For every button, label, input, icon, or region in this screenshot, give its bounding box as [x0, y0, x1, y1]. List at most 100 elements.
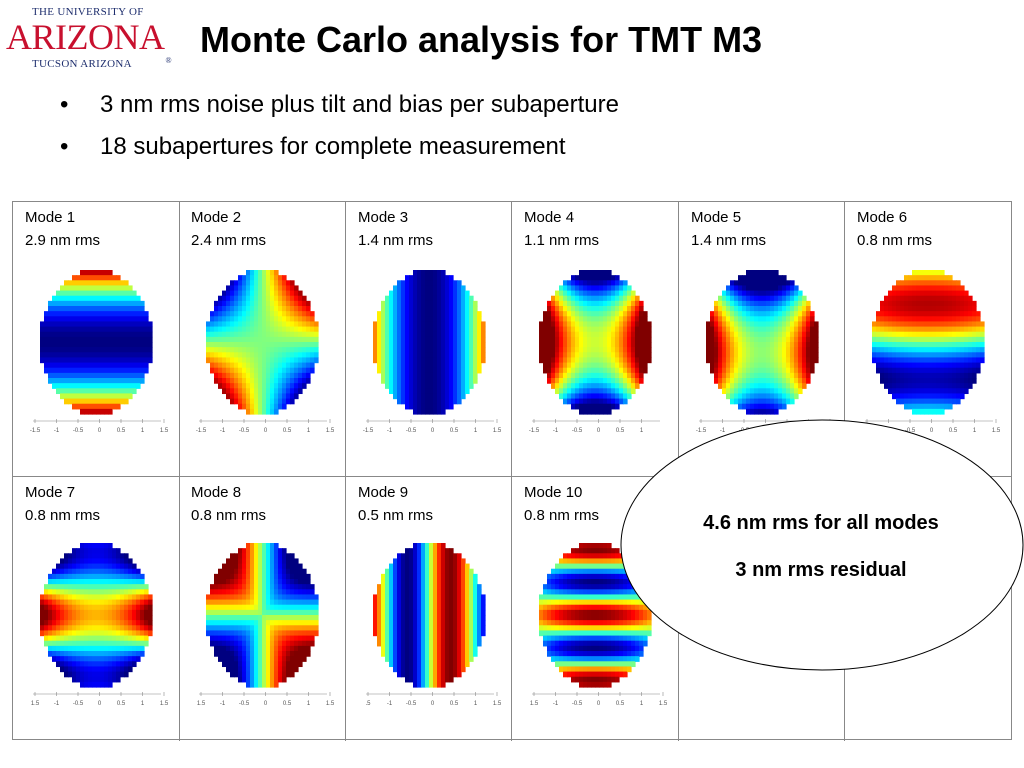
- tick-label: -1: [54, 428, 60, 434]
- mode-rms: 0.5 nm rms: [358, 507, 434, 524]
- x-axis: .5 -1 -0.5 0 0.5 1 1.5: [365, 692, 502, 707]
- tick-label: -1.5: [196, 428, 207, 434]
- mode-label: Mode 5 1.4 nm rms: [691, 206, 766, 252]
- mode-cell: Mode 8 0.8 nm rms 1.5 -1 -0.5 0 0.5 1 1.5: [179, 477, 346, 741]
- mode-surface-map: 1.5 -1 -0.5 0 0.5 1 1.5: [197, 543, 335, 707]
- tick-label: -0.5: [73, 701, 84, 707]
- tick-label: -1: [220, 428, 226, 434]
- tick-label: 0.5: [450, 428, 459, 434]
- tick-label: 1: [141, 701, 145, 707]
- mode-name: Mode 7: [25, 484, 76, 501]
- highlight-ellipse: [620, 419, 1024, 671]
- tick-label: 0.5: [283, 428, 292, 434]
- mode-rms: 0.8 nm rms: [25, 507, 101, 524]
- tick-label: -1: [387, 701, 393, 707]
- x-axis: -1.5 -1 -0.5 0 0.5 1 1.5: [363, 419, 502, 434]
- summary-line-2: 3 nm rms residual: [735, 559, 907, 581]
- bullet-list: • 3 nm rms noise plus tilt and bias per s…: [60, 88, 619, 172]
- mode-label: Mode 6 0.8 nm rms: [857, 206, 932, 252]
- tick-label: -1: [220, 701, 226, 707]
- tick-label: 0.5: [450, 701, 459, 707]
- mode-cell: Mode 2 2.4 nm rms -1.5 -1 -0.5 0 0.5 1 1.5: [179, 202, 346, 477]
- tick-label: -1.5: [30, 428, 41, 434]
- x-axis: -1.5 -1 -0.5 0 0.5 1 1.5: [196, 419, 335, 434]
- mode-label: Mode 2 2.4 nm rms: [191, 206, 266, 252]
- mode-cell: Mode 3 1.4 nm rms -1.5 -1 -0.5 0 0.5 1 1.5: [346, 202, 512, 477]
- tick-label: 0: [431, 428, 435, 434]
- tick-label: 1: [640, 428, 644, 434]
- mode-surface-map: 1.5 -1 -0.5 0 0.5 1 1.5: [31, 543, 169, 707]
- summary-line-1: 4.6 nm rms for all modes: [703, 512, 939, 534]
- tick-label: 0.5: [117, 701, 126, 707]
- tick-label: 1.5: [530, 701, 539, 707]
- tick-label: 1.5: [160, 701, 169, 707]
- x-axis: 1.5 -1 -0.5 0 0.5 1 1.5: [197, 692, 335, 707]
- tick-label: 1: [141, 428, 145, 434]
- mode-cell: Mode 1 2.9 nm rms -1.5 -1 -0.5 0 0.5 1 1.5: [13, 202, 180, 477]
- tick-label: 0: [597, 701, 601, 707]
- tick-label: 0: [431, 701, 435, 707]
- slide-title: Monte Carlo analysis for TMT M3: [200, 19, 763, 60]
- tick-label: 1: [640, 701, 644, 707]
- tick-label: 0: [98, 701, 102, 707]
- mode-label: Mode 4 1.1 nm rms: [524, 206, 599, 252]
- bullet-text: 18 subapertures for complete measurement: [100, 133, 566, 160]
- mode-label: Mode 9 0.5 nm rms: [358, 481, 433, 527]
- tick-label: -0.5: [239, 428, 250, 434]
- mode-cell: Mode 4 1.1 nm rms -1.5 -1 -0.5 0 0.5 1: [512, 202, 679, 477]
- mode-name: Mode 4: [524, 209, 575, 226]
- mode-name: Mode 9: [358, 484, 409, 501]
- tick-label: 0.5: [616, 428, 625, 434]
- mode-name: Mode 10: [524, 484, 583, 501]
- logo-line-1: THE UNIVERSITY OF: [32, 6, 144, 18]
- x-axis: 1.5 -1 -0.5 0 0.5 1 1.5: [530, 692, 668, 707]
- tick-label: 0: [264, 701, 268, 707]
- mode-rms: 1.4 nm rms: [691, 232, 767, 249]
- mode-rms: 1.1 nm rms: [524, 232, 600, 249]
- mode-cell: Mode 5 1.4 nm rms -1.5-1-0.500.511.5: [679, 202, 845, 477]
- mode-label: Mode 8 0.8 nm rms: [191, 481, 266, 527]
- tick-label: 1: [307, 428, 311, 434]
- mode-surface-map: -1.5-1-0.500.511.5: [696, 270, 835, 434]
- tick-label: -1.5: [529, 428, 540, 434]
- mode-surface-map: 1.5 -1 -0.5 0 0.5 1 1.5: [530, 543, 668, 707]
- mode-rms: 2.9 nm rms: [25, 232, 101, 249]
- tick-label: 1.5: [659, 701, 668, 707]
- mode-name: Mode 5: [691, 209, 742, 226]
- tick-label: -0.5: [73, 428, 84, 434]
- tick-label: 0.5: [616, 701, 625, 707]
- tick-label: 1.5: [160, 428, 169, 434]
- tick-label: 1: [474, 428, 478, 434]
- tick-label: 1.5: [493, 428, 502, 434]
- mode-cell: Mode 60.8 nm rms-.5-1-0.500.511.5: [845, 202, 1011, 477]
- mode-rms: 1.4 nm rms: [358, 232, 434, 249]
- tick-label: 0: [930, 428, 934, 434]
- mode-name: Mode 8: [191, 484, 242, 501]
- tick-label: -1: [54, 701, 60, 707]
- tick-label: -1: [553, 701, 559, 707]
- tick-label: .5: [365, 701, 371, 707]
- tick-label: 1.5: [992, 428, 1001, 434]
- tick-label: -0.5: [239, 701, 250, 707]
- tick-label: 0: [264, 428, 268, 434]
- mode-name: Mode 2: [191, 209, 242, 226]
- mode-surface-map: -1.5 -1 -0.5 0 0.5 1: [529, 270, 660, 434]
- tick-label: 1.5: [31, 701, 40, 707]
- bullet-dot: •: [60, 91, 69, 118]
- tick-label: 1: [973, 428, 977, 434]
- mode-label: Mode 1 2.9 nm rms: [25, 206, 100, 252]
- tick-label: 1.5: [493, 701, 502, 707]
- tick-label: -0.5: [406, 428, 417, 434]
- tick-label: 1.5: [197, 701, 206, 707]
- mode-cell: Mode 9 0.5 nm rms .5 -1 -0.5 0 0.5 1 1.5: [346, 477, 512, 741]
- mode-rms: 0.8 nm rms: [524, 507, 600, 524]
- mode-surface-map: -.5-1-0.500.511.5: [863, 270, 1001, 434]
- tick-label: 0.5: [949, 428, 958, 434]
- mode-surface-map: .5 -1 -0.5 0 0.5 1 1.5: [365, 543, 502, 707]
- mode-label: Mode 7 0.8 nm rms: [25, 481, 100, 527]
- mode-name: Mode 3: [358, 209, 409, 226]
- logo-wordmark: ARIZONA®: [6, 17, 172, 65]
- mode-grid: Mode 1 2.9 nm rms -1.5 -1 -0.5 0 0.5 1 1.5 Mode 2…: [12, 201, 1012, 741]
